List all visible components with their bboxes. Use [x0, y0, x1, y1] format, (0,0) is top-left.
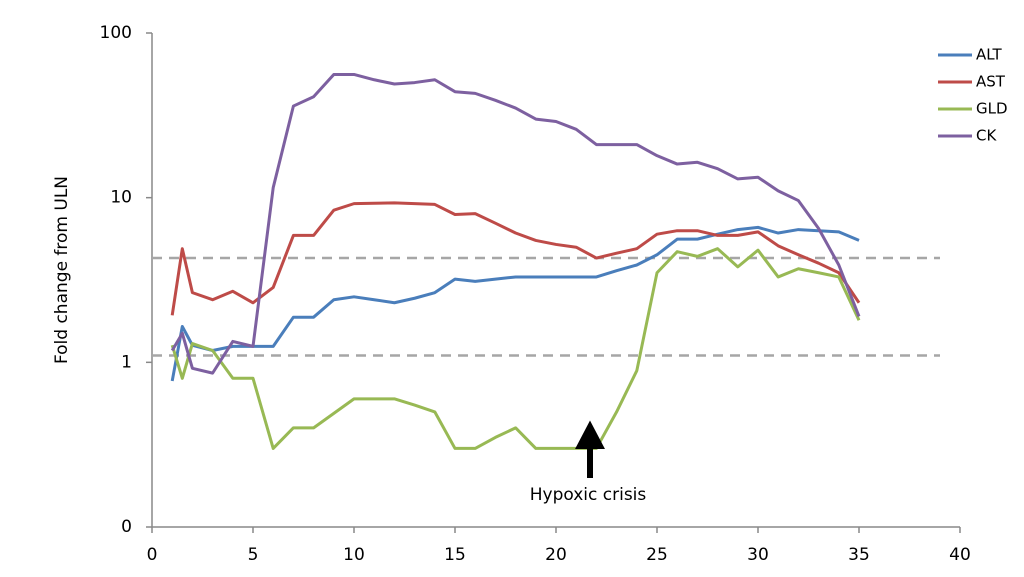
x-tick-label: 0	[147, 545, 158, 565]
y-tick-label: 100	[100, 23, 132, 43]
x-tick-label: 40	[949, 545, 971, 565]
annotation: Hypoxic crisis	[530, 485, 647, 505]
y-axis-label: Fold change from ULN	[52, 176, 72, 364]
series-line	[170, 247, 861, 450]
x-tick-label: 15	[444, 545, 466, 565]
series-line	[170, 201, 861, 316]
series-line	[170, 225, 860, 382]
x-tick-label: 5	[248, 545, 259, 565]
annotation-arrow	[575, 420, 605, 478]
x-tick-label: 10	[343, 545, 365, 565]
legend-label: ALT	[976, 46, 1003, 64]
x-tick-label: 20	[545, 545, 567, 565]
legend-label: CK	[976, 127, 997, 145]
x-tick-label: 25	[646, 545, 668, 565]
x-tick-label: 35	[848, 545, 870, 565]
series-line	[170, 72, 861, 375]
y-tick-label: 0	[121, 517, 132, 537]
legend-label: AST	[976, 73, 1006, 91]
x-tick-label: 30	[747, 545, 769, 565]
y-tick-label: 1	[121, 352, 132, 372]
y-tick-label: 10	[110, 188, 132, 208]
legend-label: GLD	[976, 100, 1008, 118]
